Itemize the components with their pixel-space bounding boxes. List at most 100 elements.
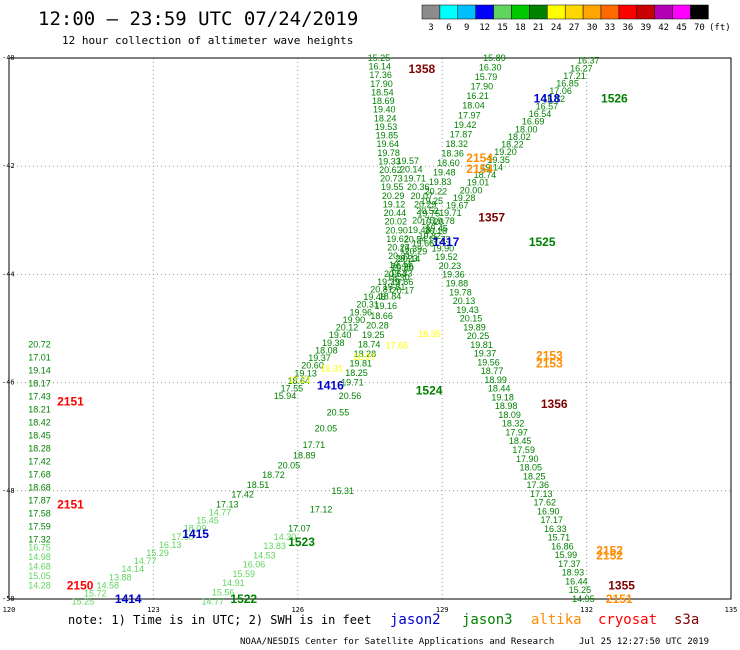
x-tick-label: 126 xyxy=(291,606,304,614)
swh-point: 19.14 xyxy=(28,366,51,376)
swh-point: 19.85 xyxy=(376,131,399,141)
swh-point: 20.55 xyxy=(327,407,350,417)
swh-point: 20.62 xyxy=(379,165,402,175)
legend-tick-label: 3 xyxy=(428,23,433,33)
swh-point: 20.73 xyxy=(380,174,403,184)
swh-point: 19.75 xyxy=(418,208,441,218)
swh-point: 19.40 xyxy=(329,330,352,340)
pass-time-label: 2153 xyxy=(536,357,563,371)
satellite-altika: altika xyxy=(531,612,582,628)
swh-point: 18.09 xyxy=(498,410,521,420)
x-tick-label: 120 xyxy=(3,606,16,614)
swh-point: 17.55 xyxy=(281,384,304,394)
pass-time-label: 1355 xyxy=(608,578,635,592)
swh-point: 20.31 xyxy=(356,300,379,310)
legend-tick-label: 18 xyxy=(515,23,526,33)
swh-point: 17.68 xyxy=(28,470,51,480)
chart-title: 12:00 – 23:59 UTC 07/24/2019 xyxy=(38,8,358,30)
swh-point: 16.54 xyxy=(529,109,552,119)
swh-point: 18.93 xyxy=(562,568,585,578)
swh-point: 19.28 xyxy=(453,193,476,203)
swh-point: 15.79 xyxy=(475,72,498,82)
swh-point: 19.33 xyxy=(378,156,401,166)
swh-point: 17.21 xyxy=(563,71,586,81)
swh-point: 20.23 xyxy=(395,253,418,263)
legend-swatch xyxy=(547,4,566,20)
grid-lines xyxy=(9,58,731,599)
swh-point: 14.77 xyxy=(134,556,157,566)
legend-tick-label: 42 xyxy=(658,23,669,33)
swh-point: 13.88 xyxy=(109,572,132,582)
swh-point: 18.74 xyxy=(358,339,381,349)
swh-point: 16.27 xyxy=(570,63,593,73)
swh-point: 17.90 xyxy=(516,454,539,464)
pass-time-label: 2151 xyxy=(606,592,633,606)
footer-timestamp: Jul 25 12:27:50 UTC 2019 xyxy=(579,637,709,647)
swh-point: 16.90 xyxy=(537,506,560,516)
swh-point: 19.67 xyxy=(446,201,469,211)
swh-point: 20.29 xyxy=(382,191,405,201)
axis-tick-labels: 120 123 126 129 132 135 -40 -42 -44 -46 -48 -50 xyxy=(2,54,737,614)
swh-point: 15.56 xyxy=(212,587,235,597)
x-tick-label: 132 xyxy=(580,606,593,614)
legend-unit: (ft) xyxy=(709,23,731,33)
legend-swatch xyxy=(654,4,673,20)
swh-point: 17.97 xyxy=(458,110,481,120)
swh-point: 15.05 xyxy=(28,571,51,581)
pass-time-label: 2154 xyxy=(466,162,493,176)
swh-point: 20.22 xyxy=(425,187,448,197)
swh-point: 19.25 xyxy=(362,330,385,340)
swh-point: 19.37 xyxy=(474,349,497,359)
swh-point: 17.07 xyxy=(288,524,311,534)
swh-point: 20.14 xyxy=(398,254,421,264)
swh-point: 17.21 xyxy=(288,375,311,385)
swh-point: 19.40 xyxy=(373,105,396,115)
legend-tick-label: 24 xyxy=(551,23,562,33)
pass-time-label: 1415 xyxy=(182,527,209,541)
swh-point: 17.43 xyxy=(28,392,51,402)
swh-point: 20.60 xyxy=(301,361,324,371)
swh-point: 19.14 xyxy=(480,162,503,172)
swh-point: 20.23 xyxy=(439,261,462,271)
swh-point: 18.45 xyxy=(28,431,51,441)
swh-point: 20.14 xyxy=(400,165,423,175)
swh-point: 19.42 xyxy=(454,120,477,130)
swh-point: 17.13 xyxy=(530,489,553,499)
swh-point: 15.94 xyxy=(274,391,297,401)
wave-height-points: 16.3716.2717.2116.8517.0616.1216.5716.54… xyxy=(28,53,599,607)
swh-point: 19.12 xyxy=(383,199,406,209)
swh-point: 16.14 xyxy=(368,62,391,72)
swh-point: 19.20 xyxy=(421,217,444,227)
chart-subtitle: 12 hour collection of altimeter wave hei… xyxy=(62,34,353,47)
legend-swatch xyxy=(564,4,584,20)
swh-point: 18.22 xyxy=(501,140,524,150)
swh-point: 17.60 xyxy=(171,532,194,542)
legend-tick-label: 6 xyxy=(446,23,451,33)
swh-point: 20.13 xyxy=(453,296,476,306)
swh-point: 20.28 xyxy=(366,320,389,330)
legend-tick-label: 33 xyxy=(605,23,616,33)
legend-swatch xyxy=(439,4,459,20)
pass-time-label: 1414 xyxy=(115,592,142,606)
legend-tick-label: 70 xyxy=(694,23,705,33)
swh-point: 17.71 xyxy=(303,440,326,450)
pass-time-label: 1523 xyxy=(288,535,315,549)
swh-point: 18.08 xyxy=(315,345,338,355)
swh-point: 20.25 xyxy=(467,331,490,341)
swh-point: 20.75 xyxy=(412,215,435,225)
swh-point: 18.17 xyxy=(28,379,51,389)
pass-time-label: 1418 xyxy=(534,92,561,106)
swh-point: 20.26 xyxy=(391,262,414,272)
swh-point: 19.81 xyxy=(470,340,493,350)
color-scale-legend: 3 6 9 12 15 18 21 24 27 30 33 36 39 42 45 70 xyxy=(421,4,709,33)
swh-point: 17.42 xyxy=(231,490,254,500)
swh-point: 20.07 xyxy=(411,191,434,201)
swh-point: 18.99 xyxy=(484,375,507,385)
legend-swatch xyxy=(636,4,655,20)
pass-time-label: 1356 xyxy=(541,397,568,411)
swh-point: 18.64 xyxy=(288,376,311,386)
swh-point: 16.75 xyxy=(28,543,51,553)
swh-point: 19.48 xyxy=(433,168,456,178)
